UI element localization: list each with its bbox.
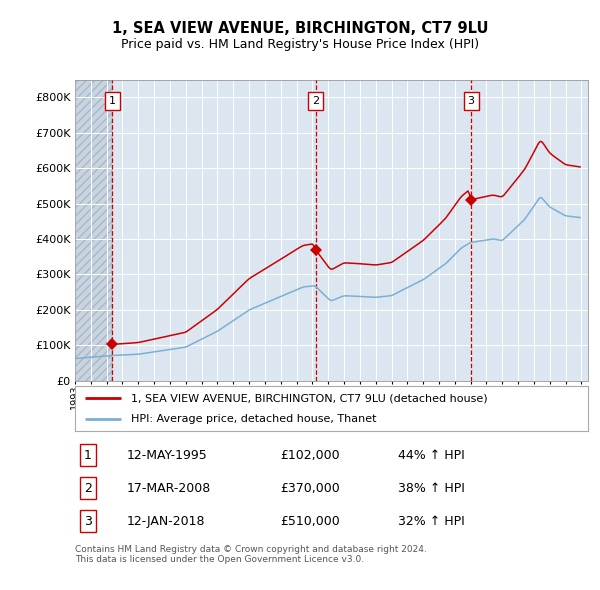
Text: 3: 3 xyxy=(467,96,475,106)
Text: Contains HM Land Registry data © Crown copyright and database right 2024.
This d: Contains HM Land Registry data © Crown c… xyxy=(75,545,427,564)
Text: 1, SEA VIEW AVENUE, BIRCHINGTON, CT7 9LU: 1, SEA VIEW AVENUE, BIRCHINGTON, CT7 9LU xyxy=(112,21,488,35)
Text: 1, SEA VIEW AVENUE, BIRCHINGTON, CT7 9LU (detached house): 1, SEA VIEW AVENUE, BIRCHINGTON, CT7 9LU… xyxy=(131,394,488,404)
Text: 32% ↑ HPI: 32% ↑ HPI xyxy=(398,514,465,528)
Text: 44% ↑ HPI: 44% ↑ HPI xyxy=(398,448,465,462)
Text: 1: 1 xyxy=(109,96,116,106)
Bar xyxy=(75,80,112,381)
Text: 2: 2 xyxy=(312,96,319,106)
Text: 1: 1 xyxy=(84,448,92,462)
Text: 17-MAR-2008: 17-MAR-2008 xyxy=(127,481,211,495)
Text: 38% ↑ HPI: 38% ↑ HPI xyxy=(398,481,465,495)
Text: 3: 3 xyxy=(84,514,92,528)
Text: £370,000: £370,000 xyxy=(280,481,340,495)
Text: HPI: Average price, detached house, Thanet: HPI: Average price, detached house, Than… xyxy=(131,414,377,424)
Text: 12-MAY-1995: 12-MAY-1995 xyxy=(127,448,207,462)
Text: £102,000: £102,000 xyxy=(280,448,340,462)
Text: 12-JAN-2018: 12-JAN-2018 xyxy=(127,514,205,528)
Text: 2: 2 xyxy=(84,481,92,495)
Text: £510,000: £510,000 xyxy=(280,514,340,528)
Text: Price paid vs. HM Land Registry's House Price Index (HPI): Price paid vs. HM Land Registry's House … xyxy=(121,38,479,51)
